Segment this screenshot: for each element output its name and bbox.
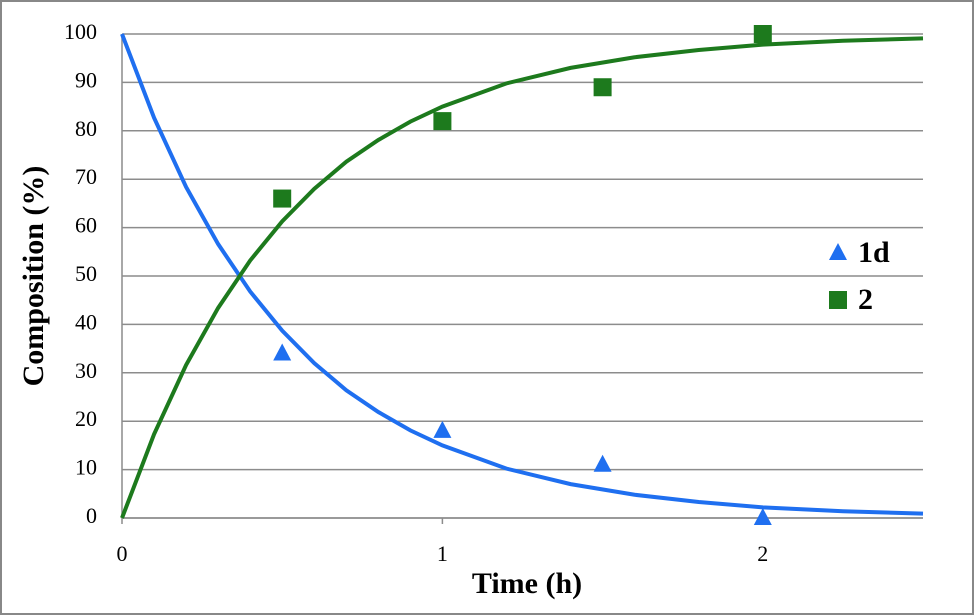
x-tick-label: 1 <box>437 541 448 566</box>
data-point <box>273 343 292 361</box>
data-point <box>433 420 452 438</box>
y-tick-label: 50 <box>75 261 97 286</box>
legend-marker <box>829 243 847 260</box>
data-point <box>433 112 452 131</box>
x-tick-label: 0 <box>117 541 128 566</box>
data-point <box>593 454 612 472</box>
y-tick-label: 80 <box>75 116 97 141</box>
legend-label: 2 <box>858 283 873 316</box>
y-axis-title: Composition (%) <box>17 166 50 387</box>
data-point <box>593 78 612 97</box>
data-point <box>753 508 772 525</box>
x-axis-title: Time (h) <box>472 567 582 600</box>
y-tick-label: 90 <box>75 67 97 92</box>
data-point <box>273 189 292 208</box>
y-tick-label: 40 <box>75 309 97 334</box>
fit-curve <box>120 36 924 519</box>
fit-curve <box>120 33 924 516</box>
data-point <box>753 25 772 43</box>
legend-label: 1d <box>858 236 890 269</box>
y-tick-label: 0 <box>86 503 97 528</box>
x-tick-label: 2 <box>757 541 768 566</box>
y-tick-label: 100 <box>64 19 97 44</box>
y-tick-label: 70 <box>75 164 97 189</box>
y-tick-label: 20 <box>75 406 97 431</box>
y-tick-label: 10 <box>75 455 97 480</box>
y-tick-label: 30 <box>75 358 97 383</box>
legend-marker <box>829 291 847 309</box>
y-tick-label: 60 <box>75 213 97 238</box>
